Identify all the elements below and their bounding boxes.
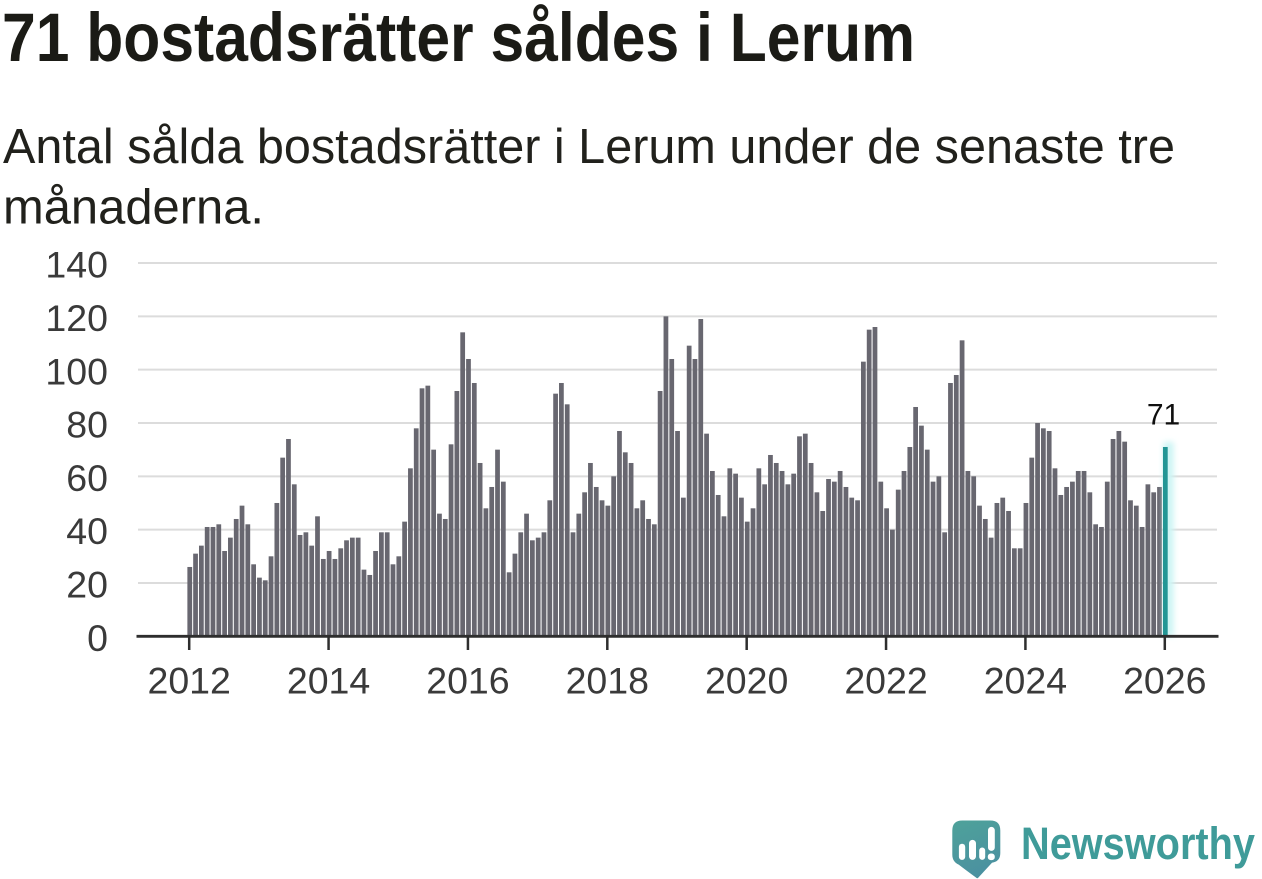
svg-text:Newsworthy: Newsworthy <box>1021 818 1255 869</box>
svg-text:2022: 2022 <box>844 660 927 702</box>
svg-text:2014: 2014 <box>287 660 370 702</box>
svg-text:2016: 2016 <box>426 660 509 702</box>
svg-text:2018: 2018 <box>566 660 649 702</box>
svg-text:100: 100 <box>45 350 108 392</box>
svg-text:40: 40 <box>66 510 108 552</box>
svg-text:2026: 2026 <box>1123 660 1206 702</box>
svg-text:2024: 2024 <box>984 660 1067 702</box>
svg-text:20: 20 <box>66 564 108 606</box>
svg-text:71 bostadsrätter såldes i Leru: 71 bostadsrätter såldes i Lerum <box>2 0 915 76</box>
svg-text:71: 71 <box>1147 399 1180 432</box>
svg-text:månaderna.: månaderna. <box>3 181 264 235</box>
svg-text:60: 60 <box>66 457 108 499</box>
svg-text:140: 140 <box>45 244 108 286</box>
svg-text:80: 80 <box>66 404 108 446</box>
svg-text:Antal sålda bostadsrätter i Le: Antal sålda bostadsrätter i Lerum under … <box>3 120 1175 174</box>
svg-text:2012: 2012 <box>147 660 230 702</box>
svg-text:2020: 2020 <box>705 660 788 702</box>
svg-text:0: 0 <box>87 617 108 659</box>
svg-text:120: 120 <box>45 297 108 339</box>
